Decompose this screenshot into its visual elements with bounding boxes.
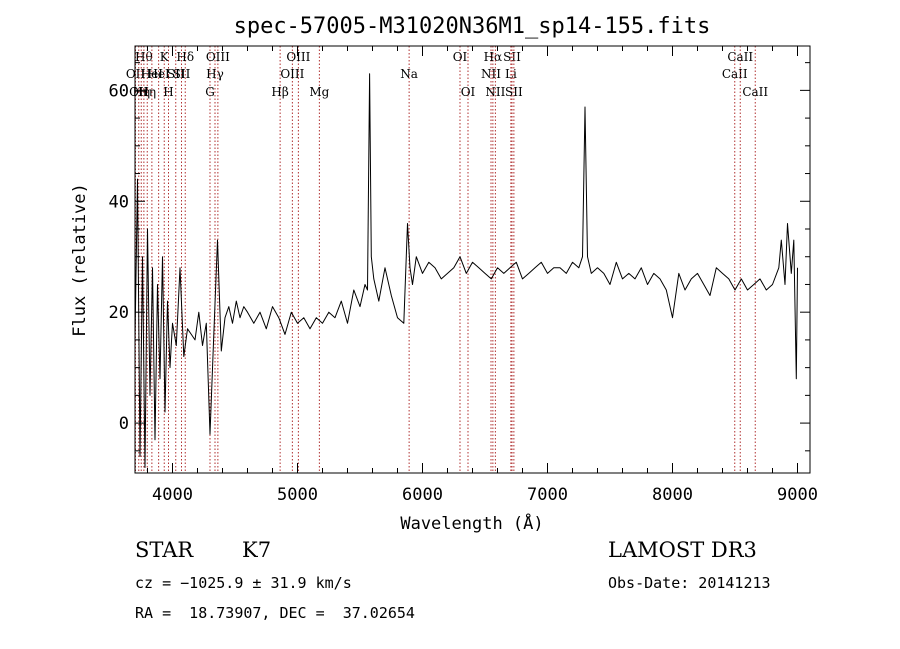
ra-dec-coordinates: RA = 18.73907, DEC = 37.02654 xyxy=(135,604,415,622)
y-tick-label-3: 60 xyxy=(109,81,129,101)
x-tick-label-5: 9000 xyxy=(777,485,818,505)
line-label-29: CaII xyxy=(727,50,753,64)
line-label-5: HeI xyxy=(141,67,164,81)
line-label-8: H xyxy=(163,85,173,99)
y-axis-label: Flux (relative) xyxy=(70,183,90,337)
spectrum-series xyxy=(134,73,798,468)
x-tick-label-3: 7000 xyxy=(527,485,568,505)
line-label-14: OIII xyxy=(206,50,230,64)
spectral-line-markers: OIIOIIHηHθHηHeIHeIKHSIISIIHδGHγOIIIHβOII… xyxy=(126,46,768,473)
object-subclass: K7 xyxy=(242,538,272,562)
line-label-15: Hβ xyxy=(271,85,288,99)
line-label-0: OII xyxy=(126,67,146,81)
survey-name: LAMOST DR3 xyxy=(608,538,757,562)
line-label-13: Hγ xyxy=(206,67,224,81)
line-label-18: Mg xyxy=(309,85,329,99)
redshift-cz: cz = −1025.9 ± 31.9 km/s xyxy=(135,574,352,592)
line-label-9: SII xyxy=(167,67,185,81)
line-label-2: Hη xyxy=(132,85,150,99)
line-label-24: NII xyxy=(485,85,505,99)
plot-frame xyxy=(134,45,811,474)
x-tick-label-1: 5000 xyxy=(277,485,318,505)
spectrum-line xyxy=(134,73,798,468)
line-label-20: OI xyxy=(453,50,468,64)
line-label-28: CaII xyxy=(722,67,748,81)
x-tick-label-0: 4000 xyxy=(152,485,193,505)
y-tick-label-0: 0 xyxy=(119,414,129,434)
line-label-19: Na xyxy=(400,67,418,81)
line-label-4: Hη xyxy=(138,85,156,99)
line-label-30: CaII xyxy=(742,85,768,99)
line-label-23: Hα xyxy=(484,50,503,64)
y-tick-label-1: 20 xyxy=(109,303,129,323)
line-label-12: G xyxy=(205,85,215,99)
line-label-7: K xyxy=(160,50,170,64)
observation-date: Obs-Date: 20141213 xyxy=(608,574,771,592)
line-label-22: NII xyxy=(481,67,501,81)
line-label-3: Hθ xyxy=(135,50,153,64)
x-axis-label: Wavelength (Å) xyxy=(400,512,543,534)
line-label-26: SII xyxy=(503,50,521,64)
line-label-17: OIII xyxy=(286,50,310,64)
x-tick-label-4: 8000 xyxy=(652,485,693,505)
axis-ticks: 4000 5000 6000 7000 8000 9000 0 20 40 60 xyxy=(109,46,818,505)
x-tick-label-2: 6000 xyxy=(402,485,443,505)
line-label-10: SII xyxy=(173,67,191,81)
line-label-21: OI xyxy=(461,85,476,99)
chart-title: spec-57005-M31020N36M1_sp14-155.fits xyxy=(234,14,711,39)
line-label-11: Hδ xyxy=(176,50,194,64)
line-label-25: Li xyxy=(505,67,517,81)
line-label-16: OIII xyxy=(280,67,304,81)
object-class: STAR xyxy=(135,538,194,562)
y-tick-label-2: 40 xyxy=(109,192,129,212)
line-label-27: SII xyxy=(505,85,523,99)
